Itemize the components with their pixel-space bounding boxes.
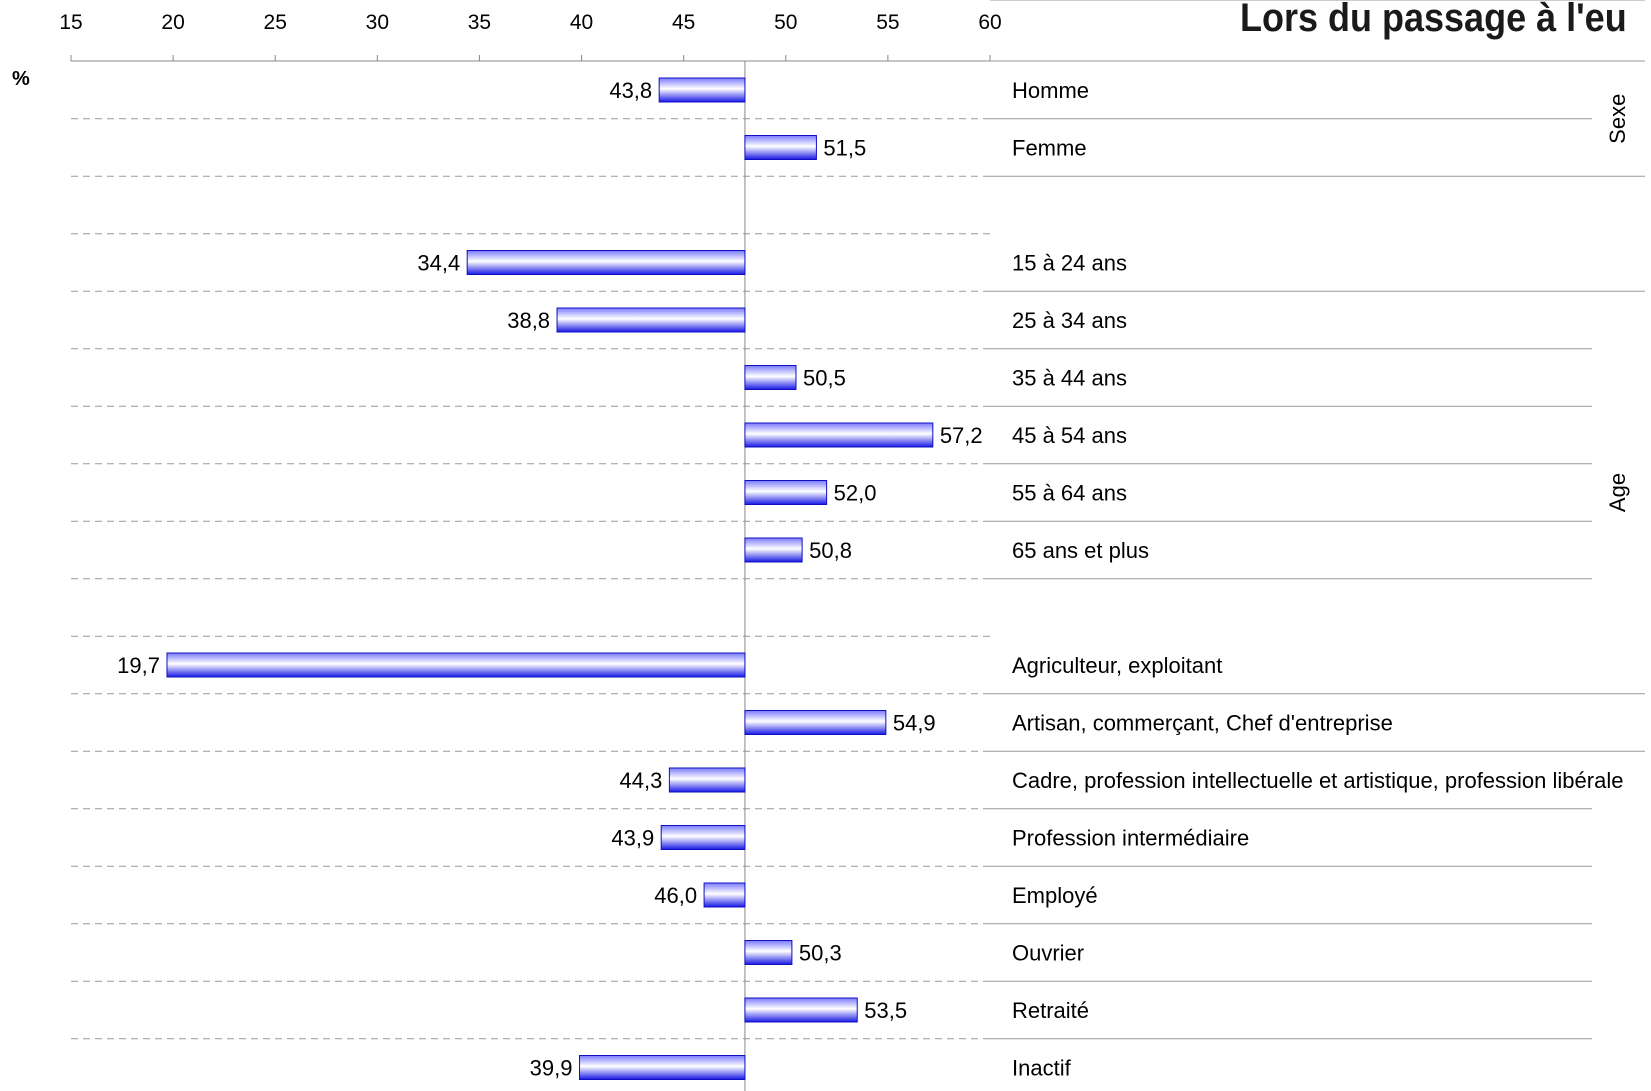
bar [744, 940, 793, 965]
category-label: Inactif [1012, 1056, 1072, 1081]
data-label: 34,4 [417, 251, 460, 276]
bar [744, 480, 828, 505]
category-label: 55 à 64 ans [1012, 481, 1127, 506]
bar [579, 1055, 746, 1080]
category-label: 35 à 44 ans [1012, 366, 1127, 391]
data-label: 44,3 [620, 768, 663, 793]
bar [668, 767, 746, 793]
x-tick-label: 20 [161, 11, 184, 34]
bar [658, 77, 746, 103]
labels: 43,8 Homme 51,5 Femme 34,4 15 à 24 ans 38,8 25 … [117, 0, 1647, 1081]
bar [166, 652, 746, 678]
data-label: 54,9 [893, 711, 936, 736]
bar [744, 422, 934, 448]
category-label: 65 ans et plus [1012, 538, 1149, 563]
chart-title: Lors du passage à l'eu [1240, 0, 1627, 40]
data-label: 50,8 [809, 538, 852, 563]
category-label: Artisan, commerçant, Chef d'entreprise [1012, 711, 1393, 736]
category-label: Agriculteur, exploitant [1012, 653, 1222, 678]
data-label: 51,5 [823, 136, 866, 161]
grid-lines [71, 0, 1645, 1091]
category-label: 45 à 54 ans [1012, 423, 1127, 448]
category-label: Retraité [1012, 998, 1089, 1023]
bars [166, 77, 934, 1080]
data-label: 53,5 [864, 998, 907, 1023]
x-tick-label: 40 [570, 11, 593, 34]
unit-label: % [12, 68, 30, 90]
data-label: 43,9 [611, 826, 654, 851]
bar [466, 250, 746, 275]
category-label: Profession intermédiaire [1012, 826, 1249, 851]
data-label: 46,0 [654, 883, 697, 908]
bar [744, 537, 803, 563]
group-label: CSP [1602, 0, 1647, 5]
category-label: 25 à 34 ans [1012, 308, 1127, 333]
data-label: 38,8 [507, 308, 550, 333]
category-label: 15 à 24 ans [1012, 251, 1127, 276]
data-label: 50,5 [803, 366, 846, 391]
category-label: Homme [1012, 78, 1089, 103]
x-tick-label: 50 [774, 11, 797, 34]
category-label: Femme [1012, 136, 1087, 161]
data-label: 57,2 [940, 423, 983, 448]
category-label: Ouvrier [1012, 941, 1084, 966]
x-axis: 15 20 25 30 35 40 45 50 55 60 [59, 11, 1002, 62]
group-label: Sexe [1605, 94, 1630, 144]
bar [744, 365, 797, 390]
data-label: 19,7 [117, 653, 160, 678]
x-tick-label: 15 [59, 11, 82, 34]
bar [744, 135, 817, 160]
x-tick-label: 35 [468, 11, 491, 34]
bar [744, 710, 887, 735]
bar [660, 825, 746, 850]
x-tick-label: 30 [366, 11, 389, 34]
x-tick-label: 25 [264, 11, 287, 34]
data-label: 52,0 [834, 481, 877, 506]
data-label: 50,3 [799, 941, 842, 966]
bar [703, 882, 746, 908]
bar [556, 307, 746, 333]
bar [744, 997, 858, 1023]
x-tick-label: 55 [876, 11, 899, 34]
x-tick-label: 45 [672, 11, 695, 34]
data-label: 43,8 [609, 78, 652, 103]
group-label: Age [1605, 473, 1630, 512]
data-label: 39,9 [530, 1056, 573, 1081]
category-label: Cadre, profession intellectuelle et arti… [1012, 768, 1623, 793]
category-label: Employé [1012, 883, 1098, 908]
x-tick-label: 60 [978, 11, 1001, 34]
